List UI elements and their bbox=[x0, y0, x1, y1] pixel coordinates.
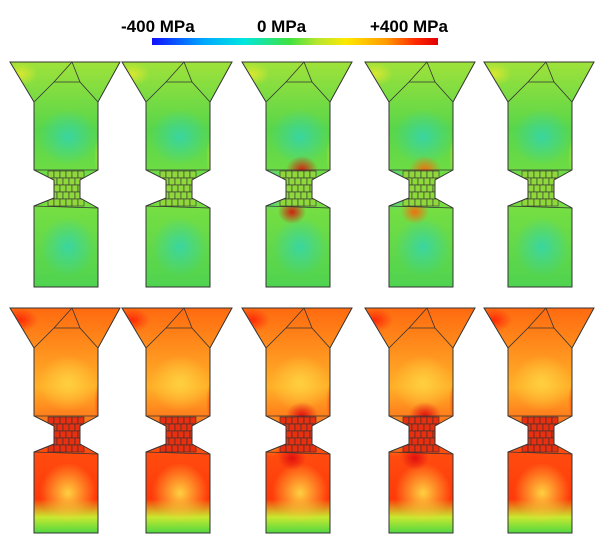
legend-min-label: -400 MPa bbox=[121, 17, 195, 36]
legend-colorbar bbox=[152, 38, 438, 45]
panel-top-5 bbox=[483, 61, 595, 288]
legend-mid-label: 0 MPa bbox=[257, 17, 307, 36]
panel-top-4 bbox=[364, 61, 476, 288]
legend-max-label: +400 MPa bbox=[370, 17, 448, 36]
panel-top-2 bbox=[121, 61, 233, 288]
panel-top-1 bbox=[9, 61, 121, 288]
panel-bottom-1 bbox=[9, 307, 121, 534]
panel-top-3 bbox=[241, 61, 353, 288]
panel-bottom-2 bbox=[121, 307, 233, 534]
stress-legend: -400 MPa 0 MPa +400 MPa bbox=[0, 0, 606, 50]
panel-bottom-3 bbox=[241, 307, 353, 534]
panel-bottom-5 bbox=[483, 307, 595, 534]
panel-bottom-4 bbox=[364, 307, 476, 534]
